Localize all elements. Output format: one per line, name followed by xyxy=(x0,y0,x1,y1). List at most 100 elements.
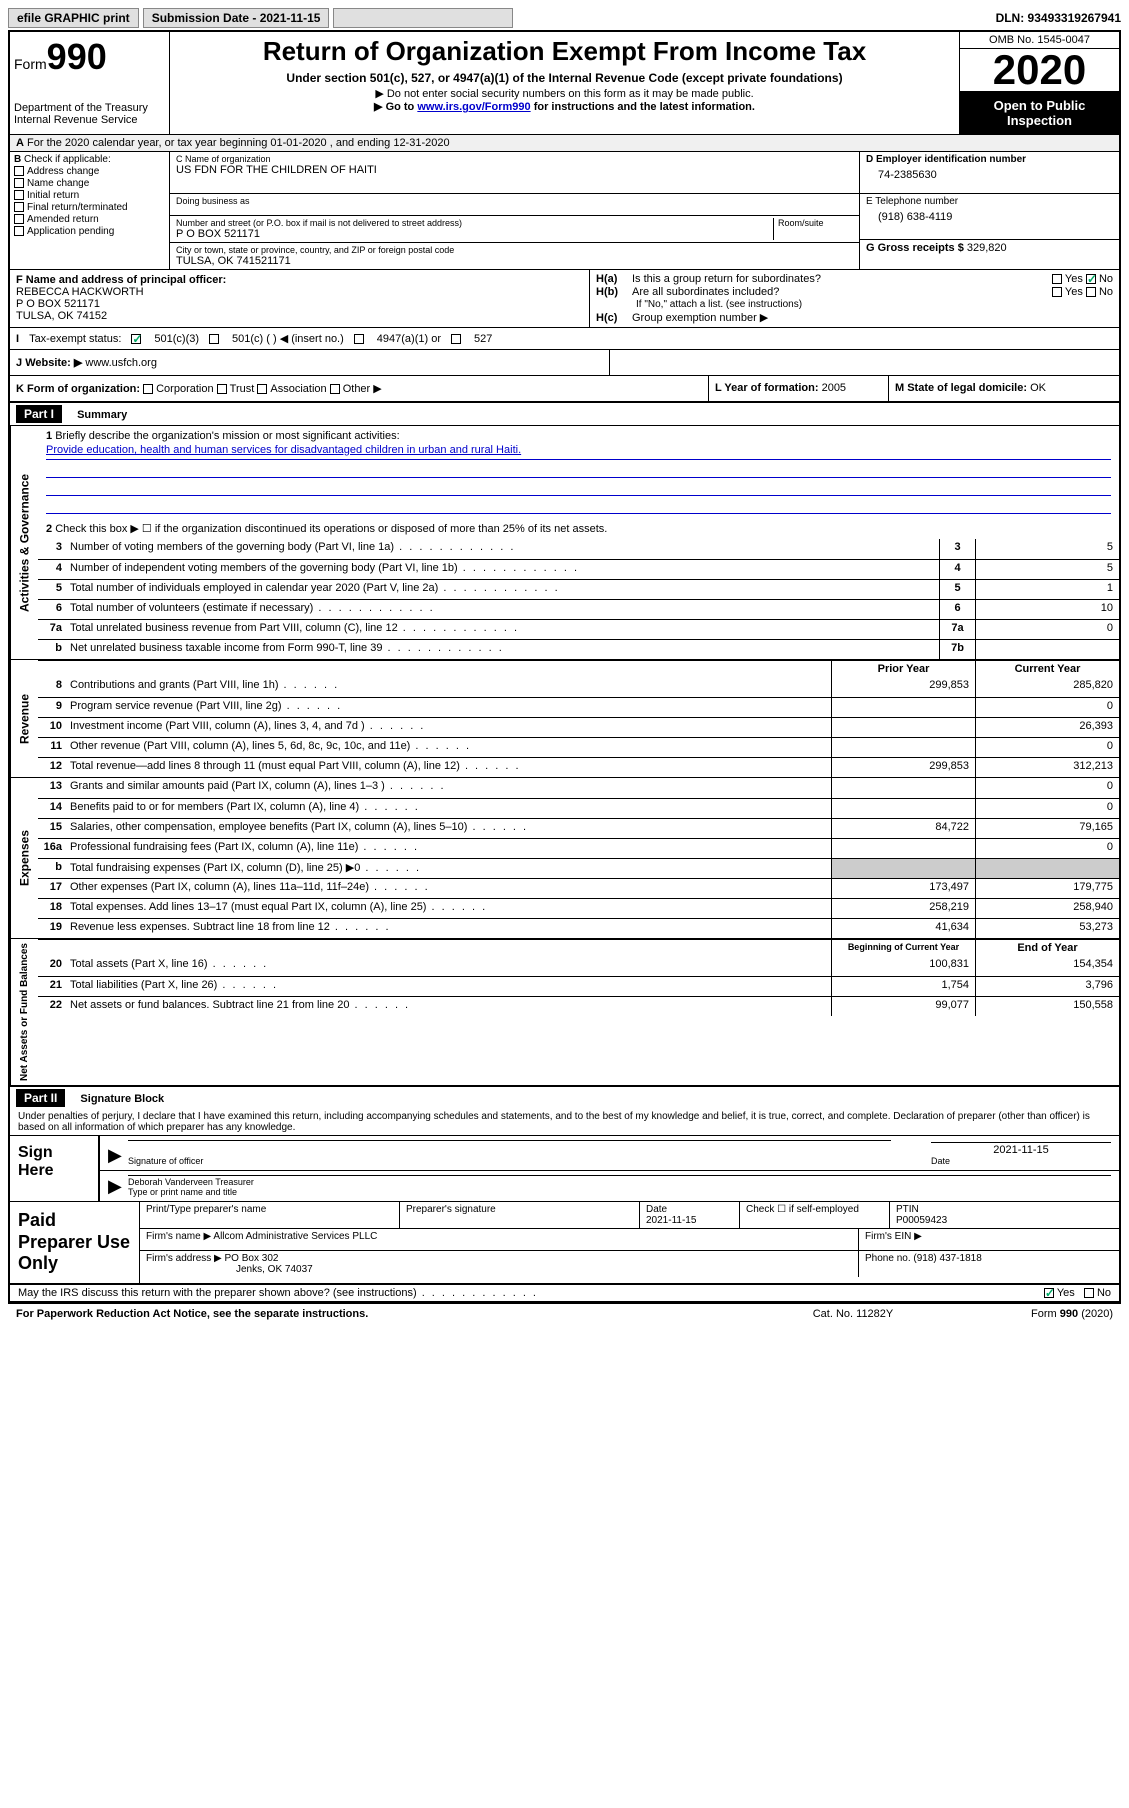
officer-label: F Name and address of principal officer: xyxy=(16,274,226,286)
firm-addr-label: Firm's address ▶ xyxy=(146,1253,222,1264)
ha-text: Is this a group return for subordinates? xyxy=(632,273,821,285)
street-label: Number and street (or P.O. box if mail i… xyxy=(176,218,773,228)
footer-cat: Cat. No. 11282Y xyxy=(753,1308,953,1320)
cb-trust[interactable] xyxy=(217,384,227,394)
top-bar: efile GRAPHIC print Submission Date - 20… xyxy=(8,8,1121,28)
data-line-8: 8 Contributions and grants (Part VIII, l… xyxy=(38,677,1119,697)
footer-paperwork: For Paperwork Reduction Act Notice, see … xyxy=(16,1308,753,1320)
phone-label: Phone no. xyxy=(865,1253,911,1264)
ptin-value: P00059423 xyxy=(896,1215,947,1226)
gross-value: 329,820 xyxy=(967,242,1007,254)
mission-answer[interactable]: Provide education, health and human serv… xyxy=(46,444,521,456)
dln-label: DLN: 93493319267941 xyxy=(996,11,1121,25)
begin-year-header: Beginning of Current Year xyxy=(831,940,975,956)
vert-governance: Activities & Governance xyxy=(10,426,38,659)
cb-other[interactable] xyxy=(330,384,340,394)
data-line-15: 15 Salaries, other compensation, employe… xyxy=(38,818,1119,838)
data-line-18: 18 Total expenses. Add lines 13–17 (must… xyxy=(38,898,1119,918)
prior-year-header: Prior Year xyxy=(831,661,975,677)
tel-label: E Telephone number xyxy=(866,196,1113,207)
open-public-label: Open to Public Inspection xyxy=(960,92,1119,134)
cb-application-pending[interactable]: Application pending xyxy=(14,226,165,237)
hb-note: If "No," attach a list. (see instruction… xyxy=(596,299,1113,310)
sig-officer-field[interactable]: Signature of officer xyxy=(128,1140,891,1166)
data-line-19: 19 Revenue less expenses. Subtract line … xyxy=(38,918,1119,938)
check-b-label: B Check if applicable: xyxy=(14,154,165,165)
m-value: OK xyxy=(1030,382,1046,394)
tel-value: (918) 638-4119 xyxy=(866,207,1113,227)
dba-label: Doing business as xyxy=(176,196,250,206)
cb-corp[interactable] xyxy=(143,384,153,394)
org-name: US FDN FOR THE CHILDREN OF HAITI xyxy=(176,164,853,176)
data-line-20: 20 Total assets (Part X, line 16) 100,83… xyxy=(38,956,1119,976)
ha-yes-cb[interactable] xyxy=(1052,274,1062,284)
gov-line-b: b Net unrelated business taxable income … xyxy=(38,639,1119,659)
q1-num: 1 xyxy=(46,430,52,442)
discuss-no-cb[interactable] xyxy=(1084,1288,1094,1298)
data-line-17: 17 Other expenses (Part IX, column (A), … xyxy=(38,878,1119,898)
prep-name-header: Print/Type preparer's name xyxy=(140,1202,400,1228)
data-line-10: 10 Investment income (Part VIII, column … xyxy=(38,717,1119,737)
sign-here-label: Sign Here xyxy=(10,1136,100,1201)
city-value: TULSA, OK 741521171 xyxy=(176,255,853,267)
gov-line-7a: 7a Total unrelated business revenue from… xyxy=(38,619,1119,639)
note-ssn: ▶ Do not enter social security numbers o… xyxy=(178,87,951,100)
sig-name-field: Deborah Vanderveen Treasurer Type or pri… xyxy=(128,1175,1111,1197)
gov-line-5: 5 Total number of individuals employed i… xyxy=(38,579,1119,599)
hb-no-cb[interactable] xyxy=(1086,287,1096,297)
hb-yes-cb[interactable] xyxy=(1052,287,1062,297)
end-year-header: End of Year xyxy=(975,940,1119,956)
vert-net-assets: Net Assets or Fund Balances xyxy=(10,939,38,1085)
ha-label: H(a) xyxy=(596,273,632,285)
cb-assoc[interactable] xyxy=(257,384,267,394)
discuss-yes-cb[interactable] xyxy=(1044,1288,1054,1298)
part2-header: Part II xyxy=(16,1089,65,1107)
data-line-9: 9 Program service revenue (Part VIII, li… xyxy=(38,697,1119,717)
q1-text: Briefly describe the organization's miss… xyxy=(55,430,399,442)
l-label: L Year of formation: xyxy=(715,382,819,394)
org-name-label: C Name of organization xyxy=(176,154,853,164)
submission-date-button[interactable]: Submission Date - 2021-11-15 xyxy=(143,8,330,28)
website-label: Website: ▶ xyxy=(25,357,82,369)
hb-label: H(b) xyxy=(596,286,632,298)
cb-initial-return[interactable]: Initial return xyxy=(14,190,165,201)
part1-title: Summary xyxy=(77,409,127,421)
sig-date-field: 2021-11-15 Date xyxy=(931,1142,1111,1166)
efile-button[interactable]: efile GRAPHIC print xyxy=(8,8,139,28)
prep-self-employed[interactable]: Check ☐ if self-employed xyxy=(740,1202,890,1228)
hb-text: Are all subordinates included? xyxy=(632,286,779,298)
ein-label: D Employer identification number xyxy=(866,154,1113,165)
q2-num: 2 xyxy=(46,523,52,535)
cb-527[interactable] xyxy=(451,334,461,344)
website-value: www.usfch.org xyxy=(85,357,157,369)
blank-button[interactable] xyxy=(333,8,513,28)
hc-label: H(c) xyxy=(596,312,632,324)
cb-4947[interactable] xyxy=(354,334,364,344)
ha-no-cb[interactable] xyxy=(1086,274,1096,284)
firm-addr2: Jenks, OK 74037 xyxy=(236,1264,313,1275)
phone-value: (918) 437-1818 xyxy=(913,1253,981,1264)
firm-name: Allcom Administrative Services PLLC xyxy=(213,1231,377,1242)
cb-final-return[interactable]: Final return/terminated xyxy=(14,202,165,213)
cb-501c3[interactable] xyxy=(131,334,141,344)
cb-name-change[interactable]: Name change xyxy=(14,178,165,189)
gov-line-4: 4 Number of independent voting members o… xyxy=(38,559,1119,579)
form-title: Return of Organization Exempt From Incom… xyxy=(178,36,951,67)
cb-address-change[interactable]: Address change xyxy=(14,166,165,177)
cb-501c[interactable] xyxy=(209,334,219,344)
part1-header: Part I xyxy=(16,405,62,423)
ptin-label: PTIN xyxy=(896,1204,919,1215)
prep-date-value: 2021-11-15 xyxy=(646,1215,696,1226)
note-goto: ▶ Go to www.irs.gov/Form990 for instruct… xyxy=(178,100,951,113)
prep-sig-header: Preparer's signature xyxy=(400,1202,640,1228)
data-line-16a: 16a Professional fundraising fees (Part … xyxy=(38,838,1119,858)
cb-amended-return[interactable]: Amended return xyxy=(14,214,165,225)
hc-text: Group exemption number ▶ xyxy=(632,311,768,324)
gov-line-6: 6 Total number of volunteers (estimate i… xyxy=(38,599,1119,619)
data-line-14: 14 Benefits paid to or for members (Part… xyxy=(38,798,1119,818)
irs-link[interactable]: www.irs.gov/Form990 xyxy=(417,101,530,113)
form-subtitle: Under section 501(c), 527, or 4947(a)(1)… xyxy=(178,71,951,85)
officer-addr1: P O BOX 521171 xyxy=(16,298,583,310)
footer-form: Form 990 (2020) xyxy=(953,1308,1113,1320)
ein-value: 74-2385630 xyxy=(866,165,1113,185)
